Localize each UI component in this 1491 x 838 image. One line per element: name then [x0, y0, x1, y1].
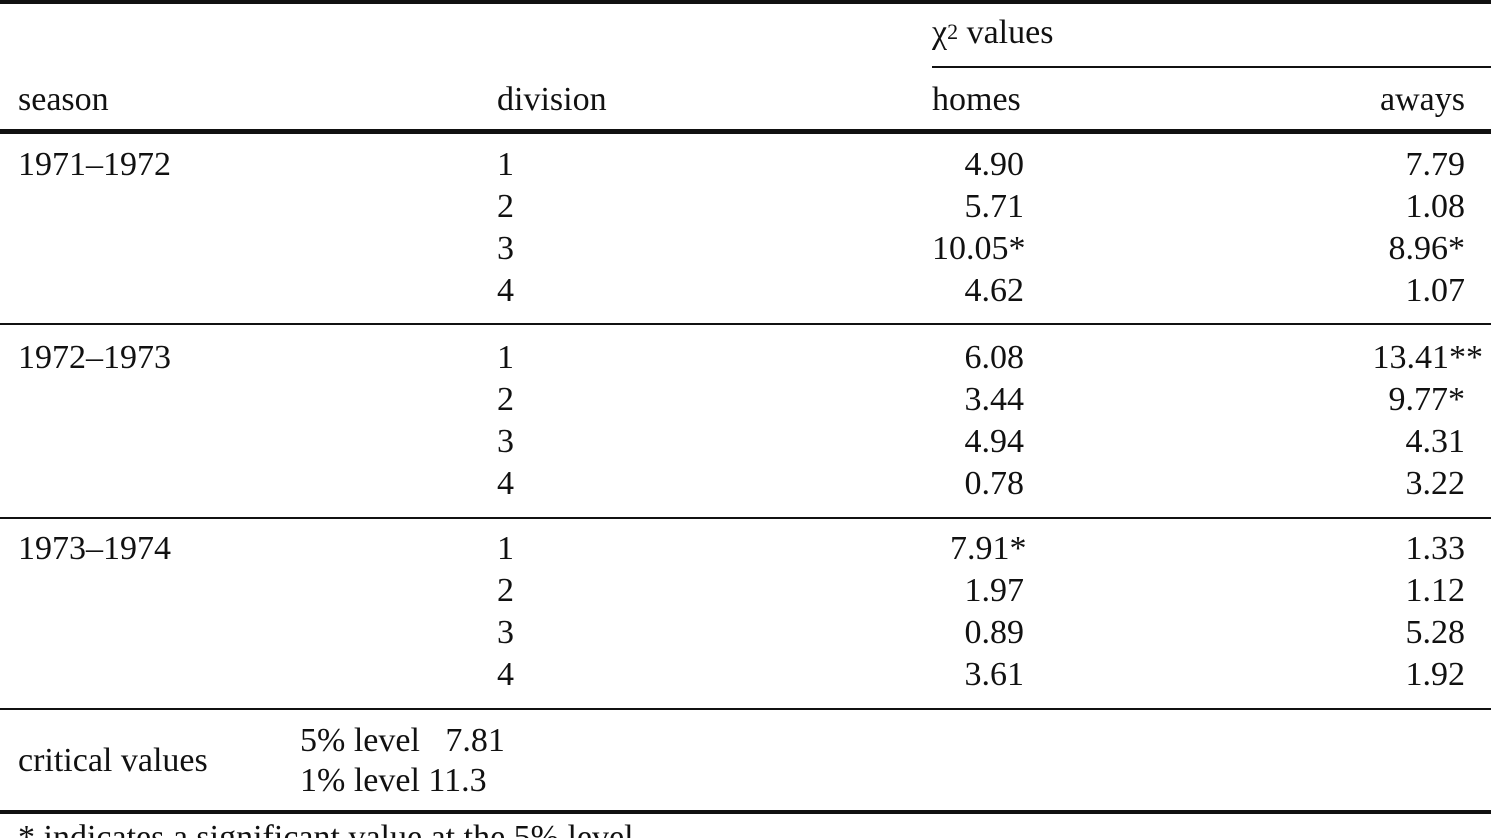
- aways-cell: 1.08: [1405, 188, 1466, 225]
- aways-cell: 13.41**: [1372, 339, 1484, 376]
- season-label: 1972–1973: [18, 339, 171, 376]
- chi-header-rule: [932, 66, 1491, 68]
- division-cell: 3: [497, 423, 514, 460]
- critical-top-rule: [0, 708, 1491, 710]
- homes-cell: 7.91*: [950, 530, 1027, 567]
- bottom-rule: [0, 810, 1491, 814]
- aways-cell: 5.28: [1405, 614, 1466, 651]
- footnote: * indicates a significant value at the 5…: [18, 819, 634, 838]
- aways-cell: 1.12: [1405, 572, 1466, 609]
- homes-cell: 0.89: [964, 614, 1025, 651]
- division-cell: 2: [497, 381, 514, 418]
- division-cell: 1: [497, 339, 514, 376]
- homes-cell: 1.97: [964, 572, 1025, 609]
- chi-power: 2: [947, 19, 959, 44]
- aways-cell: 1.92: [1405, 656, 1466, 693]
- homes-cell: 3.61: [964, 656, 1025, 693]
- column-header-season: season: [18, 81, 109, 118]
- top-rule: [0, 0, 1491, 4]
- critical-5pct: 5% level 7.81: [300, 722, 505, 759]
- homes-cell: 4.90: [964, 146, 1025, 183]
- homes-cell: 10.05*: [932, 230, 1026, 267]
- season-label: 1973–1974: [18, 530, 171, 567]
- aways-cell: 4.31: [1405, 423, 1466, 460]
- division-cell: 2: [497, 572, 514, 609]
- division-cell: 4: [497, 656, 514, 693]
- season-label: 1971–1972: [18, 146, 171, 183]
- column-header-division: division: [497, 81, 607, 118]
- aways-cell: 8.96*: [1388, 230, 1466, 267]
- chi-symbol: χ: [932, 14, 948, 51]
- footnote-clip: * indicates a significant value at the 5…: [18, 810, 918, 838]
- critical-1pct: 1% level 11.3: [300, 762, 487, 799]
- homes-cell: 3.44: [964, 381, 1025, 418]
- division-cell: 4: [497, 465, 514, 502]
- group-divider-rule: [0, 517, 1491, 519]
- division-cell: 3: [497, 230, 514, 267]
- homes-cell: 6.08: [964, 339, 1025, 376]
- chi-label: values: [966, 14, 1054, 51]
- aways-cell: 1.07: [1405, 272, 1466, 309]
- chi-square-header: χ2 values: [932, 13, 1053, 56]
- division-cell: 4: [497, 272, 514, 309]
- aways-cell: 7.79: [1405, 146, 1466, 183]
- homes-cell: 4.62: [964, 272, 1025, 309]
- column-header-homes: homes: [932, 81, 1021, 118]
- homes-cell: 4.94: [964, 423, 1025, 460]
- division-cell: 1: [497, 530, 514, 567]
- aways-cell: 1.33: [1405, 530, 1466, 567]
- column-header-aways: aways: [1380, 81, 1465, 118]
- homes-cell: 5.71: [964, 188, 1025, 225]
- division-cell: 3: [497, 614, 514, 651]
- aways-cell: 3.22: [1405, 465, 1466, 502]
- division-cell: 2: [497, 188, 514, 225]
- homes-cell: 0.78: [964, 465, 1025, 502]
- critical-values-label: critical values: [18, 742, 208, 779]
- aways-cell: 9.77*: [1388, 381, 1466, 418]
- header-bottom-rule: [0, 129, 1491, 134]
- group-divider-rule: [0, 323, 1491, 325]
- division-cell: 1: [497, 146, 514, 183]
